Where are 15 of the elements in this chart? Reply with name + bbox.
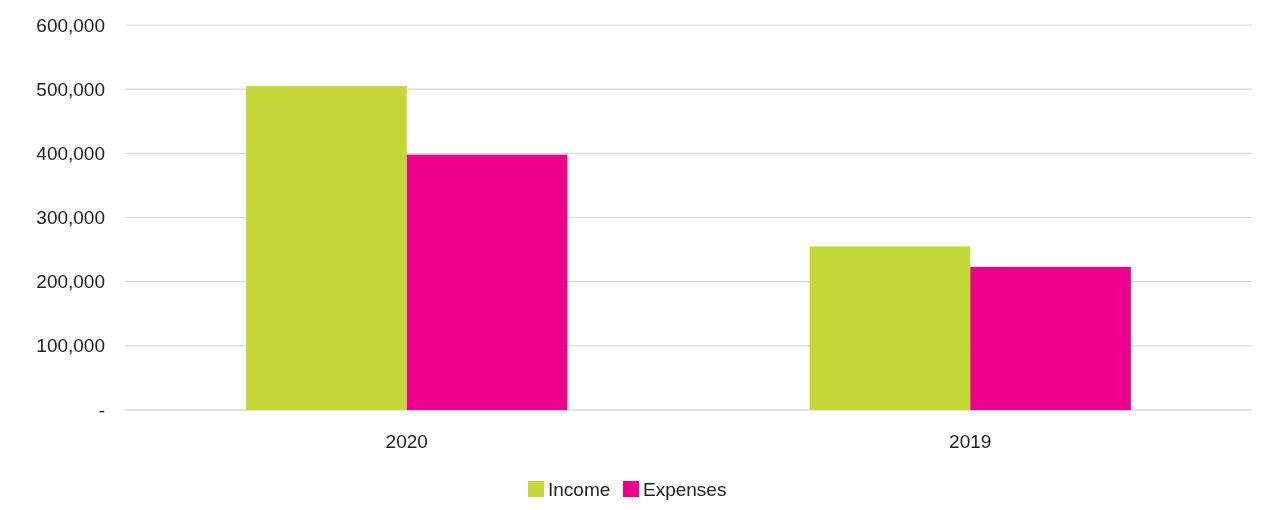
y-tick-label: 500,000: [36, 78, 105, 100]
x-tick-label: 2020: [385, 431, 428, 452]
y-tick-label: 600,000: [36, 14, 105, 36]
y-tick-label: 400,000: [36, 142, 105, 164]
legend-label: Income: [548, 479, 611, 500]
y-tick-label: 200,000: [36, 271, 105, 293]
bar: [246, 85, 407, 410]
y-tick-label: 300,000: [36, 207, 105, 229]
legend-label: Expenses: [643, 479, 727, 500]
bar: [406, 154, 568, 410]
bar: [809, 246, 971, 410]
y-tick-label: -: [98, 399, 105, 421]
y-tick-label: 100,000: [36, 335, 105, 357]
x-tick-label: 2019: [949, 431, 992, 452]
bar: [970, 266, 1131, 410]
